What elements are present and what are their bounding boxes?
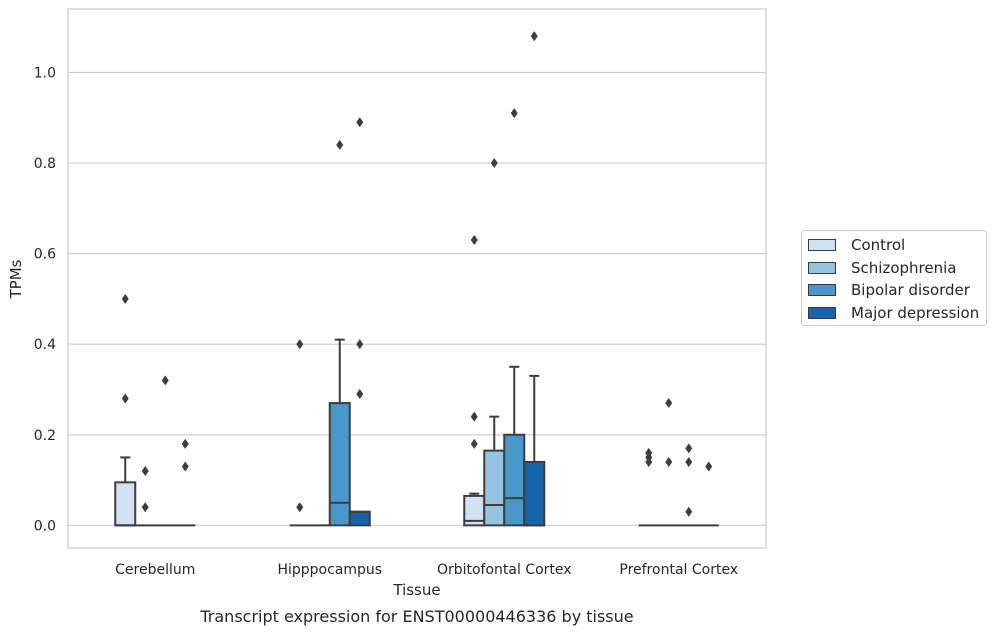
box-control	[114, 456, 137, 527]
legend-label: Schizophrenia	[851, 258, 957, 277]
y-tick-label: 0.8	[34, 156, 56, 172]
legend-item: Schizophrenia	[808, 258, 956, 278]
outlier-point	[141, 502, 149, 513]
box-major-depression	[523, 374, 546, 527]
box-schizophrenia	[483, 415, 506, 527]
box-control	[463, 492, 486, 527]
outlier-point	[490, 158, 498, 168]
box-bipolar-disorder	[503, 365, 526, 527]
outlier-point	[685, 456, 693, 467]
x-tick-label: Orbitofontal Cortex	[437, 562, 572, 578]
legend-swatch	[808, 261, 836, 274]
outlier-point	[685, 506, 693, 517]
outlier-point	[296, 502, 304, 513]
x-tick-label: Prefrontal Cortex	[619, 562, 738, 578]
outlier-point	[296, 339, 304, 350]
legend-label: Major depression	[851, 303, 980, 322]
outlier-point	[705, 461, 713, 472]
iqr-box	[114, 481, 137, 527]
x-tick-label: Cerebellum	[115, 562, 195, 578]
legend-swatch	[808, 239, 836, 251]
y-tick-label: 0.4	[34, 337, 56, 353]
x-axis-label: Tissue	[392, 581, 440, 599]
legend-item: Bipolar disorder	[808, 280, 970, 300]
plot-area-frame	[67, 8, 767, 549]
tick-labels: 0.0 0.2 0.4 0.6 0.8 1.0 Cerebellum Hipppocampus…	[34, 65, 738, 578]
outlier-point	[470, 411, 478, 422]
iqr-box	[523, 460, 546, 527]
outlier-point	[121, 393, 129, 404]
outlier-point	[356, 117, 364, 128]
chart-title: Transcript expression for ENST0000044633…	[199, 607, 633, 626]
outlier-point	[665, 456, 673, 467]
outliers-layer	[121, 31, 713, 517]
legend-item: Major depression	[808, 303, 979, 323]
y-axis-label: TPMs	[7, 259, 25, 299]
outlier-point	[356, 389, 364, 399]
outlier-point	[121, 293, 129, 304]
outlier-point	[181, 438, 189, 449]
outlier-point	[181, 461, 189, 472]
legend-item: Control	[808, 235, 905, 255]
iqr-box	[328, 402, 351, 527]
outlier-point	[645, 456, 653, 467]
iqr-box	[483, 449, 506, 527]
outlier-point	[685, 443, 693, 454]
y-tick-label: 1.0	[34, 65, 56, 81]
outlier-point	[470, 438, 478, 449]
legend-label: Bipolar disorder	[851, 281, 970, 299]
legend-label: Control	[851, 236, 906, 254]
outlier-point	[530, 31, 538, 42]
box-bipolar-disorder	[328, 338, 351, 527]
outlier-point	[141, 466, 149, 476]
grid-lines	[68, 71, 766, 526]
y-tick-label: 0.0	[34, 518, 56, 534]
outlier-point	[356, 339, 364, 350]
outlier-point	[510, 108, 518, 119]
iqr-box	[348, 510, 371, 527]
legend-swatch	[808, 306, 836, 319]
y-tick-label: 0.2	[34, 428, 56, 444]
outlier-point	[665, 398, 673, 409]
legend: Control Schizophrenia Bipolar disorder Majo…	[801, 230, 987, 326]
boxes-layer	[114, 338, 719, 527]
box-major-depression	[348, 510, 371, 527]
iqr-box	[503, 433, 526, 527]
legend-swatch	[808, 284, 836, 296]
y-tick-label: 0.6	[34, 247, 56, 263]
x-tick-label: Hipppocampus	[277, 562, 382, 578]
outlier-point	[470, 235, 478, 245]
outlier-point	[161, 375, 169, 386]
outlier-point	[336, 139, 344, 150]
